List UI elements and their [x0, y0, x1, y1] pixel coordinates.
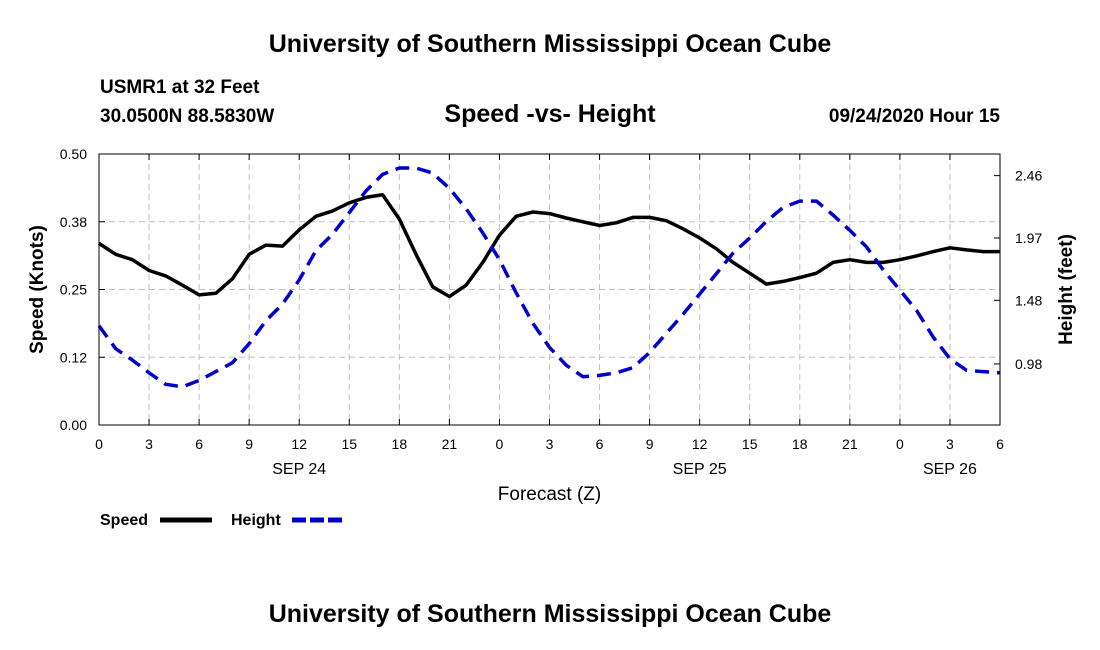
y2-tick-label: 1.97: [1015, 230, 1042, 246]
x-tick-label: 15: [742, 436, 758, 452]
chart-title: Speed -vs- Height: [444, 100, 656, 128]
series-line-height: [97, 166, 1001, 389]
x-tick-label: 15: [341, 436, 357, 452]
x-tick-label: 9: [646, 436, 654, 452]
x-tick-label: 3: [946, 436, 954, 452]
x-tick-label: 3: [145, 436, 153, 452]
y2-tick-label: 2.46: [1015, 168, 1042, 184]
x-tick-label: 18: [392, 436, 408, 452]
y-tick-label: 0.38: [60, 214, 87, 230]
x-tick-label: 12: [291, 436, 307, 452]
y-tick-label: 0.12: [60, 349, 87, 365]
station-label: USMR1 at 32 Feet: [100, 77, 260, 98]
date-label: 09/24/2020 Hour 15: [828, 106, 1000, 127]
x-tick-label: 21: [442, 436, 458, 452]
x-tick-label: 18: [792, 436, 808, 452]
y2-tick-label: 0.98: [1015, 356, 1042, 372]
series-line-speed: [98, 192, 1000, 299]
x-tick-label: 6: [195, 436, 203, 452]
x-axis-label: Forecast (Z): [498, 484, 601, 505]
series-lines: [97, 166, 1001, 389]
x-tick-label: 0: [496, 436, 504, 452]
coordinates-label: 30.0500N 88.5830W: [100, 106, 275, 127]
y-tick-label: 0.00: [60, 417, 87, 433]
x-tick-label: 6: [996, 436, 1004, 452]
x-tick-label: 3: [546, 436, 554, 452]
legend-height-label: Height: [231, 512, 281, 529]
date-tick-label: SEP 25: [673, 461, 727, 478]
x-tick-label: 9: [245, 436, 253, 452]
footer-title: University of Southern Mississippi Ocean…: [268, 600, 832, 628]
legend-speed-label: Speed: [100, 512, 148, 529]
date-tick-label: SEP 24: [272, 461, 326, 478]
x-tick-label: 0: [896, 436, 904, 452]
y2-axis-label: Height (feet): [1056, 234, 1077, 345]
date-tick-label: SEP 26: [923, 461, 977, 478]
header-title: University of Southern Mississippi Ocean…: [268, 30, 832, 58]
y-axis-label: Speed (Knots): [27, 225, 48, 354]
x-tick-label: 21: [842, 436, 858, 452]
x-tick-label: 12: [692, 436, 708, 452]
x-tick-label: 6: [596, 436, 604, 452]
grid-lines: [99, 154, 1000, 425]
legend: Speed Height: [100, 512, 343, 529]
y-tick-label: 0.50: [60, 146, 87, 162]
y-tick-label: 0.25: [60, 282, 87, 298]
y2-tick-label: 1.48: [1015, 292, 1042, 308]
x-tick-label: 0: [95, 436, 103, 452]
axes: 0 3 6 9 12 15 18 21 0 3 6 9 12 15 18 21 0 3 6 0.00 0.12 0.25 0…: [60, 146, 1043, 478]
